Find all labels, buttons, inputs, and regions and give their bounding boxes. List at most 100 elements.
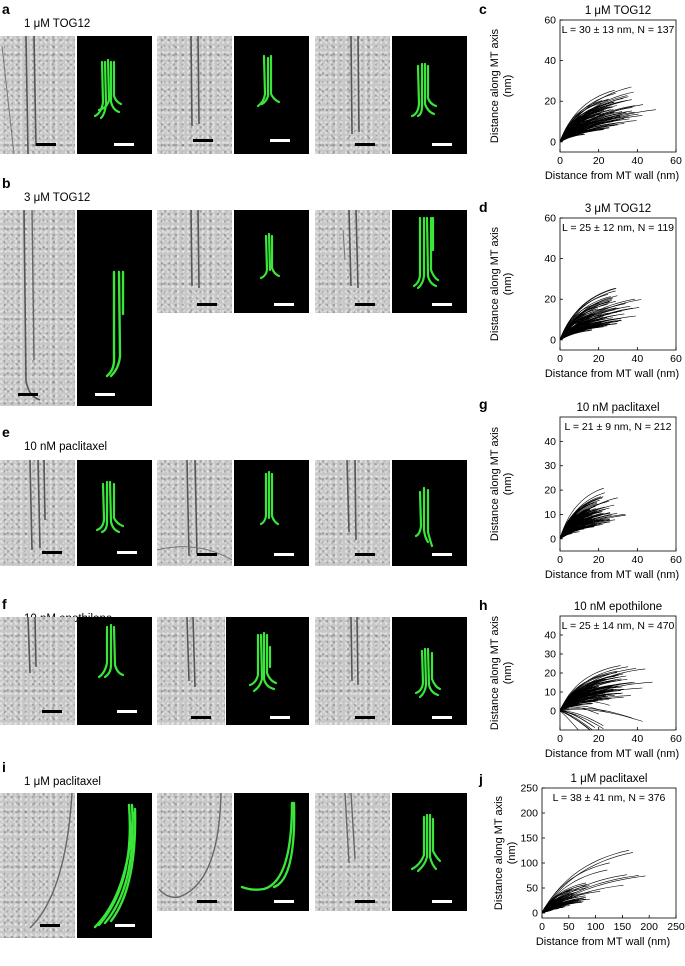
segmentation-image [392,36,467,154]
y-tick-label: 20 [544,294,556,306]
segmentation-image [77,460,152,566]
segmentation-image [77,617,152,725]
y-tick-label: 150 [520,833,538,845]
ram-curve [542,862,610,914]
segmentation-image [234,210,309,313]
chart-annotation: L = 21 ± 9 nm, N = 212 [565,421,672,433]
scale-bar [95,393,115,396]
y-tick-label: 30 [544,460,556,472]
tomogram-image [157,460,232,566]
x-tick-label: 0 [557,155,563,167]
scale-bar [355,303,375,306]
ram-curve [560,123,625,143]
ram-curve [560,324,595,341]
y-tick-label: 40 [544,253,556,265]
ram-curve [560,325,608,341]
ram-curve [542,910,547,914]
scale-bar [270,716,290,719]
ram-curve [560,487,604,539]
panel-label-e: e [2,424,10,440]
tomogram-image [315,36,390,154]
scale-bar [274,900,294,903]
curves-group [560,487,627,540]
tomogram-image [0,617,75,725]
scale-bar [191,716,211,719]
x-tick-label: 100 [587,921,605,933]
ram-curve [542,891,590,914]
ram-curve [560,707,632,719]
scale-bar [117,551,137,554]
scale-bar [274,303,294,306]
scale-bar [432,303,452,306]
ram-curve [542,852,633,914]
tomogram-image [315,210,390,313]
ram-curve [560,320,585,340]
segmentation-image [392,210,467,313]
ram-curve [560,129,581,142]
scale-bar [197,303,217,306]
scale-bar [40,924,60,927]
ram-curve [560,302,599,340]
scale-bar [18,393,38,396]
y-tick-label: 0 [550,136,556,148]
chart-annotation: L = 25 ± 14 nm, N = 470 [562,620,675,632]
tomogram-image [315,617,390,725]
y-tick-label: 0 [550,334,556,346]
y-axis-label: Distance along MT axis(nm) [489,426,514,541]
plot-frame [559,19,677,153]
y-tick-label: 60 [544,15,556,27]
ram-curve [542,885,590,914]
x-axis-label: Distance from MT wall (nm) [545,368,679,380]
ram-curve [560,710,604,726]
ram-curve [560,134,585,143]
ram-curve [560,507,610,539]
ram-curve [560,118,588,142]
segmentation-image [77,793,152,938]
chart-annotation: L = 25 ± 12 nm, N = 119 [562,222,674,234]
condition-label-e: 10 nM paclitaxel [24,441,108,453]
plot-frame [559,615,677,731]
tomogram-image [157,36,232,154]
y-tick-label: 100 [520,858,538,870]
panel-label-f: f [2,596,7,612]
y-tick-label: 40 [544,436,556,448]
plot-frame [541,787,677,919]
curves-group [560,287,642,341]
ram-curve [542,875,646,914]
x-tick-label: 0 [557,733,563,745]
x-tick-label: 20 [593,733,605,745]
plot-frame [559,217,677,351]
plot-frame [559,416,677,552]
x-tick-label: 0 [557,554,563,566]
ram-curve [560,686,593,712]
y-tick-label: 0 [550,533,556,545]
condition-label-b: 3 μM TOG12 [24,192,91,204]
ram-curve [560,318,596,340]
panel-label-c: c [479,1,487,17]
scale-bar [355,143,375,146]
panel-label-b: b [2,175,11,191]
chart-d: 3 μM TOG12 0 20 40 60 0 20 40 60 Distance from MT… [478,198,685,394]
ram-curve [560,314,617,341]
ram-curve [560,522,605,540]
ram-curve [560,116,595,142]
curves-group [560,665,653,730]
ram-curve [560,710,591,730]
segmentation-image [234,793,309,911]
ram-curve [560,688,592,712]
y-tick-label: 20 [544,96,556,108]
panel-label-a: a [2,1,10,17]
chart-title: 1 μM TOG12 [585,5,651,17]
ram-curve [560,710,596,728]
tomogram-image [0,36,75,154]
x-tick-label: 250 [667,921,685,933]
tomogram-image [0,210,75,406]
ram-curve [560,691,606,712]
x-tick-label: 20 [593,353,605,365]
chart-h: 10 nM epothilone 0 20 40 60 0 10 20 30 40 Distance… [478,596,685,770]
scale-bar [114,143,134,146]
chart-annotation: L = 30 ± 13 nm, N = 137 [562,24,675,36]
tomogram-image [157,617,225,725]
ram-curve [542,903,571,914]
scale-bar [274,553,294,556]
